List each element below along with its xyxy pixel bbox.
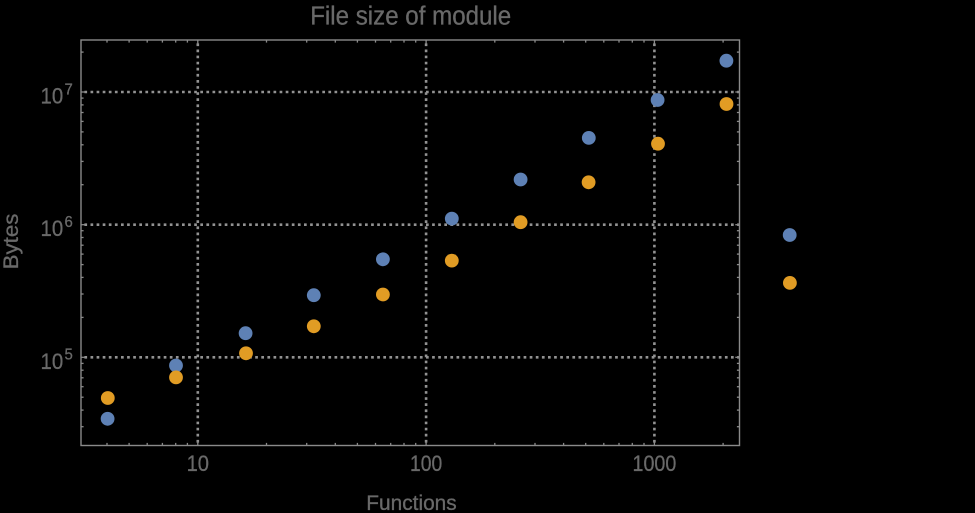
svg-text:10: 10 — [41, 84, 64, 109]
svg-text:File size of module: File size of module — [310, 2, 511, 30]
svg-text:10: 10 — [41, 349, 64, 374]
svg-text:1000: 1000 — [633, 451, 677, 476]
svg-text:7: 7 — [65, 81, 73, 98]
svg-text:5: 5 — [65, 347, 73, 364]
svg-text:10: 10 — [187, 451, 209, 476]
svg-text:10: 10 — [41, 216, 64, 241]
svg-text:Functions: Functions — [366, 492, 456, 513]
svg-text:100: 100 — [410, 451, 442, 476]
svg-text:6: 6 — [65, 214, 73, 231]
svg-text:Bytes: Bytes — [0, 214, 23, 270]
